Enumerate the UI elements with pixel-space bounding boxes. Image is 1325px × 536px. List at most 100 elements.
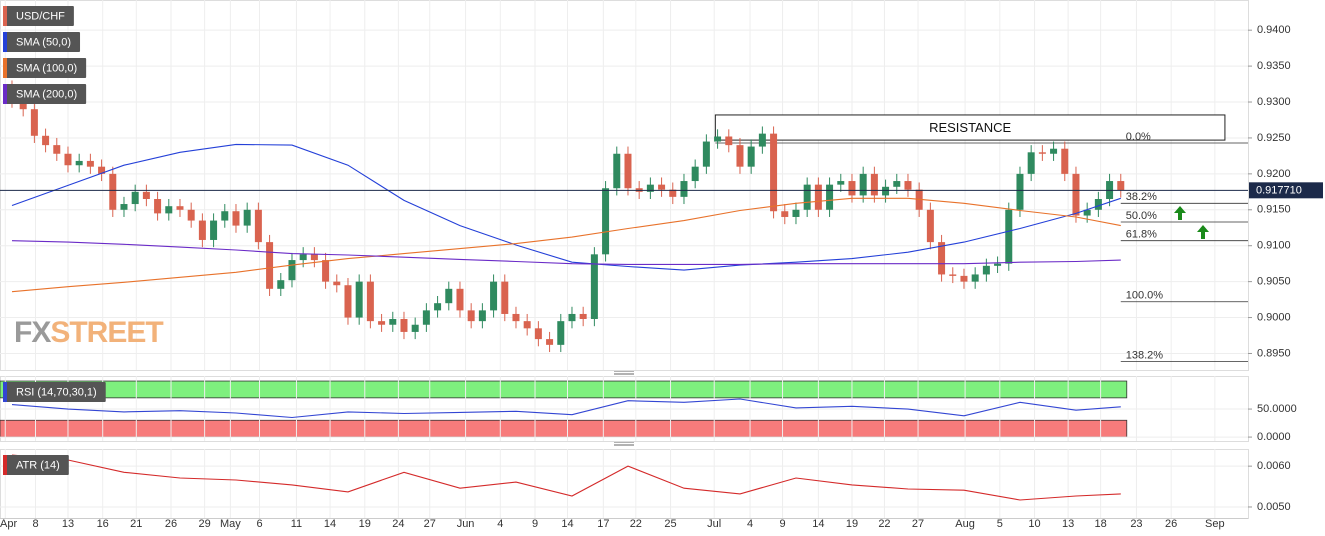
candle-body: [389, 318, 397, 325]
y-tick-label: 50.0000: [1257, 403, 1297, 415]
zone: [0, 419, 1128, 438]
candle-body: [926, 209, 934, 243]
candle-body: [1027, 152, 1035, 174]
candle-body: [904, 181, 912, 190]
candle-body: [378, 321, 386, 325]
candle-body: [322, 260, 330, 282]
legend-swatch: [3, 84, 7, 104]
legend-label: ATR (14): [16, 459, 60, 471]
candle-body: [86, 160, 94, 167]
last-price-box: [1249, 182, 1323, 199]
candle-body: [725, 136, 733, 146]
candle-body: [758, 133, 766, 147]
x-tick-label: 6: [256, 518, 262, 530]
candle-body: [613, 153, 621, 189]
candle-body: [747, 146, 755, 167]
resistance-label: RESISTANCE: [929, 120, 1011, 135]
last-price-label: 0.917710: [1256, 185, 1302, 197]
candle-body: [792, 209, 800, 217]
x-tick-label: 24: [392, 518, 404, 530]
legend-swatch: [3, 32, 7, 52]
candle-body: [75, 160, 83, 166]
candle-body: [221, 211, 229, 221]
candle-body: [187, 209, 195, 221]
y-tick-label: 0.9100: [1257, 240, 1291, 252]
legend-box: [3, 84, 87, 104]
candle-body: [658, 184, 666, 190]
legend-box: [3, 32, 81, 52]
legend-swatch: [3, 455, 7, 475]
x-tick-label: 21: [130, 518, 142, 530]
pane-frame: [0, 449, 1249, 519]
y-tick-label: 0.0060: [1257, 460, 1291, 472]
fib-label: 50.0%: [1126, 210, 1157, 222]
candle-body: [826, 184, 834, 210]
fib-label: 138.2%: [1126, 349, 1164, 361]
fib-label: 100.0%: [1126, 290, 1164, 302]
candle-body: [512, 313, 520, 322]
candle-body: [960, 275, 968, 282]
candle-body: [1072, 173, 1080, 216]
up-arrow: [1174, 206, 1186, 220]
y-tick-label: 0.9200: [1257, 168, 1291, 180]
candle-body: [310, 254, 318, 261]
x-tick-label: 27: [424, 518, 436, 530]
candle-body: [478, 310, 486, 322]
x-tick-label: 8: [32, 518, 38, 530]
watermark-part: STREET: [50, 316, 163, 349]
y-tick-label: 0.8950: [1257, 347, 1291, 359]
candle-body: [210, 220, 218, 240]
y-tick-label: 0.0050: [1257, 501, 1291, 513]
legend-box: [3, 6, 74, 26]
candle-body: [971, 274, 979, 282]
candle-body: [165, 206, 173, 214]
candle-body: [422, 310, 430, 325]
up-arrow: [1197, 225, 1209, 239]
candle-body: [445, 288, 453, 304]
candle-body: [243, 209, 251, 226]
indicator-line: [11, 197, 1121, 293]
candle-body: [120, 204, 128, 210]
candle-body: [714, 136, 722, 142]
x-tick-label: Jun: [457, 518, 475, 530]
candle-body: [994, 263, 1002, 266]
x-tick-label: 26: [165, 518, 177, 530]
candle-body: [534, 328, 542, 340]
x-tick-label: 13: [62, 518, 74, 530]
candle-body: [142, 191, 150, 200]
indicator-line: [11, 240, 1121, 265]
y-tick-label: 0.9050: [1257, 276, 1291, 288]
candle-body: [893, 181, 901, 187]
candle-body: [982, 265, 990, 275]
candle-body: [770, 133, 778, 212]
candle-body: [344, 285, 352, 318]
candle-body: [42, 135, 50, 146]
candle-body: [602, 188, 610, 255]
candle-body: [456, 288, 464, 311]
y-tick-label: 0.9300: [1257, 96, 1291, 108]
legend-label: RSI (14,70,30,1): [16, 386, 97, 398]
candle-body: [1117, 181, 1125, 191]
fib-label: 0.0%: [1126, 131, 1151, 143]
x-tick-label: 14: [812, 518, 824, 530]
x-tick-label: Sep: [1205, 518, 1225, 530]
x-tick-label: 19: [846, 518, 858, 530]
x-tick-label: 19: [359, 518, 371, 530]
candle-body: [590, 254, 598, 319]
candle-body: [848, 181, 856, 196]
legend-label: USD/CHF: [16, 10, 65, 22]
candle-body: [837, 181, 845, 185]
candle-body: [669, 189, 677, 197]
candle-body: [568, 313, 576, 322]
candle-body: [109, 173, 117, 210]
candle-body: [523, 321, 531, 329]
legend-box: [3, 382, 106, 402]
candle-body: [814, 184, 822, 210]
x-tick-label: 10: [1028, 518, 1040, 530]
candle-body: [1094, 199, 1102, 210]
watermark-part: FX: [14, 316, 51, 349]
fib-label: 61.8%: [1126, 229, 1157, 241]
legend-label: SMA (200,0): [16, 88, 77, 100]
candle-body: [1005, 209, 1013, 264]
candle-body: [557, 321, 565, 345]
